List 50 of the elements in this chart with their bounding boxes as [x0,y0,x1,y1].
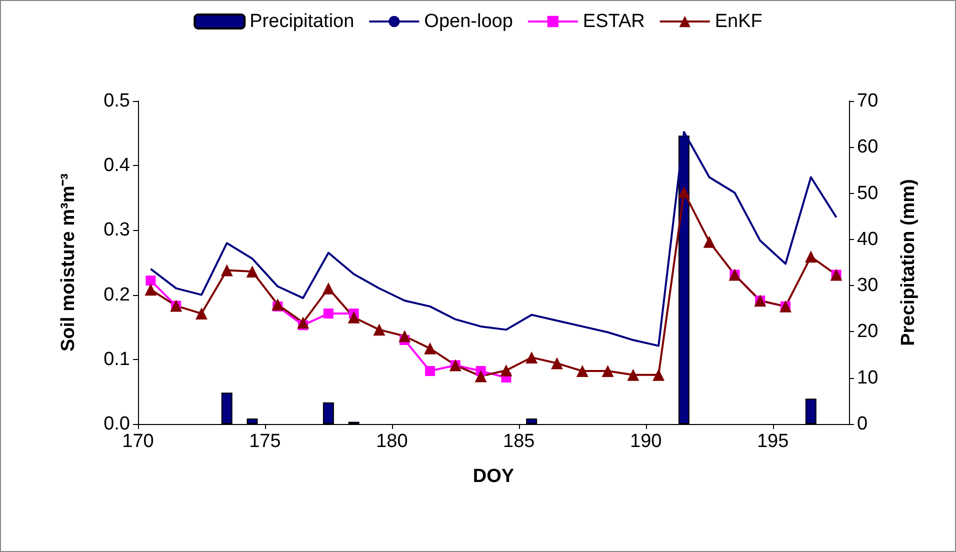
point [195,308,208,320]
point [146,276,156,286]
point [652,368,665,381]
point [398,330,411,342]
legend-label: Open-loop [424,11,513,32]
legend-label: Precipitation [250,11,354,32]
y2-tick-label: 40 [857,228,878,250]
x-tick-label: 185 [503,431,535,452]
point [246,266,258,278]
x-axis-title: DOY [472,466,514,487]
y-tick-label: 0.1 [104,348,130,370]
point [804,250,817,263]
y2-tick-label: 60 [857,136,878,158]
y2-tick-label: 30 [857,275,878,296]
point [373,324,386,336]
point [550,357,563,370]
point [474,370,487,382]
point [500,364,512,376]
legend-label: ESTAR [582,11,645,32]
point [602,365,614,378]
y-tick-label: 0.5 [104,90,130,112]
point [627,368,640,381]
x-tick-label: 175 [249,431,281,452]
point [272,298,284,310]
y2-tick-label: 70 [857,90,878,112]
point [526,351,538,364]
y-axis-title: Soil moisture m³m⁻³ [58,173,79,352]
legend-label: EnKF [714,11,762,32]
point [297,316,310,329]
x-tick-label: 180 [376,431,408,452]
x-tick-label: 190 [630,431,662,452]
y2-tick-label: 10 [857,367,878,388]
point [576,365,588,378]
point [144,284,157,296]
y2-axis-title: Precipitation (mm) [898,179,919,346]
y2-tick-label: 0 [857,414,868,434]
y-tick-label: 0.2 [104,284,130,306]
y2-tick-label: 50 [857,182,878,204]
point [348,311,360,324]
point [678,186,690,198]
y-tick-label: 0.3 [104,220,130,241]
y2-tick-label: 20 [857,321,878,342]
point [425,366,436,376]
point [323,308,334,319]
point [703,236,716,248]
point [322,282,334,294]
x-tick-label: 195 [756,431,789,452]
y-tick-label: 0.4 [104,155,130,176]
point [424,342,436,354]
point [220,264,233,276]
